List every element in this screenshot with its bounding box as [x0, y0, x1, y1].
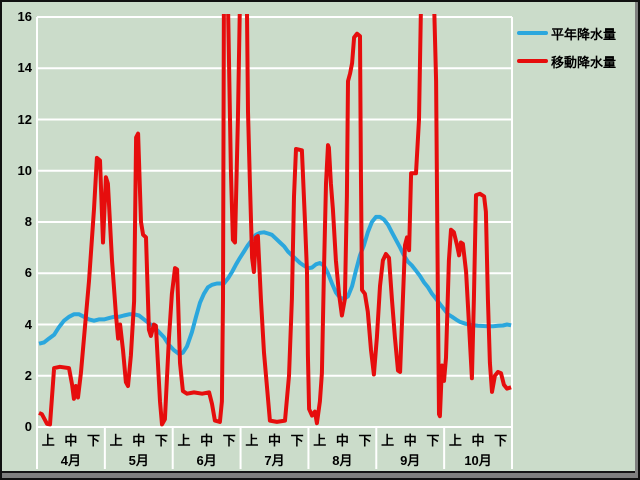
legend-item-normal: 平年降水量 — [515, 20, 635, 48]
y-tick-label-16: 16 — [17, 9, 32, 24]
x-period-label-9月-下: 下 — [426, 433, 440, 448]
x-period-label-4月-下: 下 — [87, 433, 101, 448]
x-period-label-6月-上: 上 — [177, 433, 191, 448]
x-period-label-5月-上: 上 — [109, 433, 123, 448]
legend-label-normal: 平年降水量 — [551, 27, 617, 42]
y-tick-label-10: 10 — [17, 162, 32, 178]
x-period-label-7月-下: 下 — [290, 433, 304, 448]
x-month-label-9月: 9月 — [400, 453, 421, 468]
x-period-label-6月-中: 中 — [200, 433, 214, 448]
x-period-label-8月-上: 上 — [313, 433, 327, 448]
x-month-label-10月: 10月 — [464, 453, 492, 468]
x-month-label-7月: 7月 — [264, 453, 285, 468]
x-period-label-6月-下: 下 — [222, 433, 236, 448]
x-period-label-8月-中: 中 — [335, 433, 349, 448]
x-period-label-8月-下: 下 — [358, 433, 372, 448]
x-month-label-4月: 4月 — [60, 453, 82, 468]
x-period-label-9月-上: 上 — [381, 433, 395, 448]
y-tick-label-6: 6 — [24, 265, 32, 281]
x-period-label-9月-中: 中 — [403, 433, 417, 448]
x-period-label-10月-上: 上 — [448, 433, 462, 448]
legend: 平年降水量 移動降水量 — [515, 20, 635, 76]
moving-precip-line-sample — [517, 59, 548, 63]
x-period-label-5月-中: 中 — [132, 433, 146, 448]
y-tick-label-12: 12 — [17, 111, 32, 127]
x-period-label-7月-上: 上 — [245, 433, 259, 448]
series-line-moving-precip — [38, 14, 512, 427]
y-tick-label-14: 14 — [17, 60, 32, 76]
y-tick-label-2: 2 — [24, 367, 32, 383]
y-tick-label-8: 8 — [24, 214, 32, 229]
x-period-label-4月-上: 上 — [41, 433, 55, 448]
x-month-label-6月: 6月 — [196, 453, 217, 468]
x-period-label-7月-中: 中 — [267, 433, 281, 448]
y-tick-label-4: 4 — [24, 316, 32, 332]
legend-item-moving: 移動降水量 — [515, 48, 635, 76]
series-line-normal-precip — [38, 214, 512, 356]
normal-precip-line-sample — [517, 31, 548, 35]
x-period-label-10月-中: 中 — [471, 433, 485, 448]
frame-shadow-right — [635, 2, 638, 478]
x-period-label-10月-下: 下 — [494, 433, 508, 448]
x-month-label-8月: 8月 — [332, 453, 353, 468]
y-tick-label-0: 0 — [24, 419, 32, 434]
legend-label-moving: 移動降水量 — [551, 55, 617, 70]
x-period-label-5月-下: 下 — [154, 433, 168, 448]
x-month-label-5月: 5月 — [128, 453, 149, 468]
x-period-label-4月-中: 中 — [64, 433, 78, 448]
frame-shadow-bottom — [2, 471, 638, 478]
